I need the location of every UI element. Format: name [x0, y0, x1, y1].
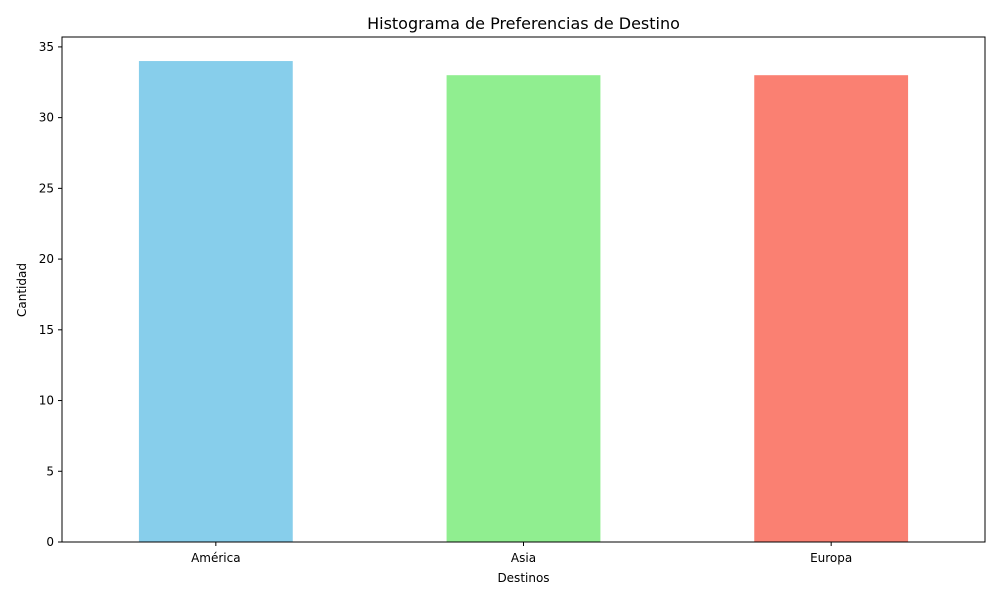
- y-tick-label: 15: [39, 323, 54, 337]
- y-tick-label: 25: [39, 181, 54, 195]
- bars-group: [138, 61, 909, 543]
- y-tick-label: 5: [46, 464, 54, 478]
- y-axis-label: Cantidad: [15, 263, 29, 317]
- x-tick-label: América: [191, 551, 241, 565]
- bar-europa: [754, 75, 909, 543]
- plot-frame: [61, 36, 986, 543]
- y-tick-label: 10: [39, 394, 54, 408]
- bar-asia: [446, 75, 601, 543]
- y-tick-label: 30: [39, 111, 54, 125]
- y-tick-label: 20: [39, 252, 54, 266]
- x-tick-label: Europa: [810, 551, 852, 565]
- y-tick-label: 35: [39, 40, 54, 54]
- bar-america: [138, 61, 293, 543]
- x-axis-label: Destinos: [497, 571, 549, 585]
- x-tick-label: Asia: [511, 551, 536, 565]
- y-axis-ticks: 0 5 10 15 20 25 30 35: [39, 40, 62, 549]
- x-axis-ticks: América Asia Europa: [191, 542, 852, 565]
- y-tick-label: 0: [46, 535, 54, 549]
- chart-title: Histograma de Preferencias de Destino: [367, 14, 680, 33]
